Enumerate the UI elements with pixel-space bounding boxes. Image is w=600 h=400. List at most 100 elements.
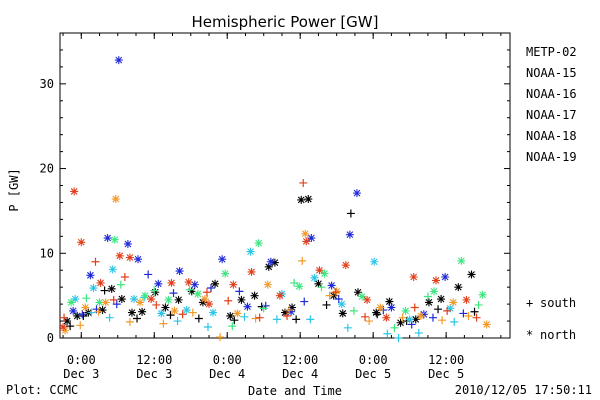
south-point [306, 315, 315, 324]
south-point [428, 313, 437, 322]
x-tick-date-label: Dec 5 [428, 367, 464, 381]
north-point [372, 308, 381, 317]
north-point [247, 267, 256, 276]
north-point [95, 298, 104, 307]
north-point [154, 279, 163, 288]
south-point [343, 323, 352, 332]
north-point [73, 311, 82, 320]
north-point [254, 239, 263, 248]
north-point [98, 306, 107, 315]
north-point [115, 251, 124, 260]
north-point [338, 309, 347, 318]
south-point [459, 309, 468, 318]
north-point [86, 271, 95, 280]
south-point [144, 270, 153, 279]
north-point [332, 287, 341, 296]
south-point [331, 288, 340, 297]
north-point [352, 189, 361, 198]
north-point [147, 295, 156, 304]
north-point [233, 309, 242, 318]
north-point [270, 258, 279, 267]
south-point [112, 300, 121, 309]
south-point [434, 305, 443, 314]
south-point [116, 280, 125, 289]
legend-entry: NOAA-17 [526, 108, 577, 122]
south-point [230, 316, 239, 325]
south-point [255, 313, 264, 322]
north-point [218, 255, 227, 264]
south-point [207, 284, 216, 293]
north-point [170, 306, 179, 315]
north-point [174, 295, 183, 304]
south-point [394, 334, 403, 342]
north-point [411, 315, 420, 324]
plot-credit: Plot: CCMC [6, 383, 79, 397]
south-point [109, 295, 118, 304]
south-point [235, 287, 244, 296]
south-point [450, 317, 459, 326]
north-point [187, 287, 196, 296]
south-point [194, 314, 203, 323]
north-point [246, 247, 255, 256]
north-point [193, 289, 202, 298]
north-point [164, 295, 173, 304]
x-tick-date-label: Dec 3 [63, 367, 99, 381]
x-tick-date-label: Dec 4 [209, 367, 245, 381]
south-point [188, 308, 197, 317]
y-tick-label: 30 [40, 77, 54, 91]
north-point [111, 195, 120, 204]
marker-legend-symbol: + [526, 296, 533, 310]
north-point [454, 283, 463, 292]
north-point [281, 308, 289, 317]
north-point [70, 187, 79, 196]
marker-legend-label: south [540, 296, 576, 310]
south-point [322, 300, 331, 309]
north-point [123, 239, 132, 248]
south-point [105, 313, 114, 322]
north-point [275, 291, 284, 300]
north-point [200, 295, 209, 304]
north-point [243, 302, 252, 311]
north-point [103, 234, 112, 243]
x-tick-date-label: Dec 4 [282, 367, 318, 381]
north-point [67, 298, 76, 307]
south-point [125, 317, 134, 326]
x-tick-date-label: Dec 5 [355, 367, 391, 381]
south-point [472, 313, 481, 322]
south-point [361, 312, 370, 321]
y-tick-label: 0 [47, 331, 54, 345]
x-tick-time-label: 0:00 [213, 353, 242, 367]
x-axis-label: Date and Time [248, 384, 342, 398]
north-point [141, 291, 150, 300]
south-point [365, 317, 374, 326]
north-point [353, 288, 362, 297]
south-point [390, 323, 399, 332]
north-point [138, 307, 147, 316]
north-point [190, 280, 199, 289]
north-point [101, 298, 110, 307]
marker-legend-symbol: * [526, 328, 533, 342]
north-point [288, 303, 297, 312]
south-point [91, 257, 100, 266]
north-point [127, 308, 136, 317]
north-point [157, 309, 166, 318]
north-point [295, 282, 304, 291]
north-point [337, 300, 346, 309]
marker-legend-label: north [540, 328, 576, 342]
north-point [467, 270, 476, 279]
chart-title: Hemispheric Power [GW] [192, 13, 379, 31]
north-point [382, 313, 391, 322]
north-point [449, 298, 458, 307]
south-point [240, 312, 249, 321]
north-point [184, 278, 193, 287]
north-point [125, 253, 134, 262]
north-point [182, 306, 191, 315]
north-point [314, 279, 323, 288]
south-point [300, 297, 309, 306]
north-point [250, 291, 259, 300]
north-point [69, 306, 78, 315]
south-point [185, 285, 194, 294]
north-point [110, 235, 119, 244]
x-tick-time-label: 0:00 [359, 353, 388, 367]
north-point [264, 262, 273, 271]
